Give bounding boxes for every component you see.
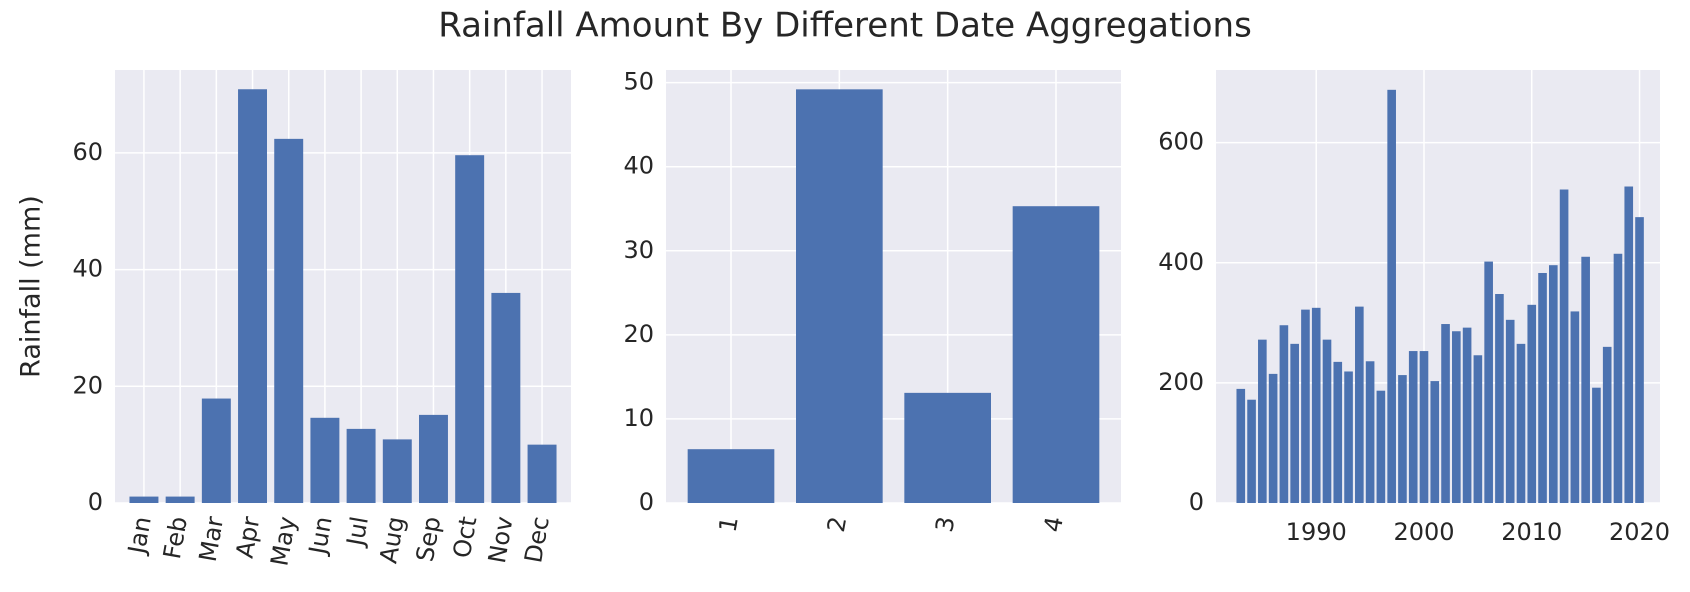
bar [1387, 89, 1396, 504]
bar [1484, 261, 1493, 503]
x-tick-label: 1990 [1286, 518, 1347, 546]
bar [1559, 189, 1569, 503]
bar [1365, 361, 1375, 503]
bar [1236, 388, 1246, 503]
bar [1430, 381, 1440, 503]
bar [1549, 265, 1558, 503]
bar [1012, 206, 1100, 504]
x-tick-label: Mar [194, 514, 229, 564]
x-tick-label: Jun [303, 514, 337, 558]
x-tick-label: Oct [448, 514, 483, 560]
y-tick-label: 20 [72, 371, 103, 399]
x-tick-label: 1 [714, 514, 744, 534]
bar [1592, 387, 1601, 503]
y-tick-label: 200 [1158, 368, 1204, 396]
bar [1322, 339, 1332, 503]
bar [1527, 304, 1537, 503]
bar [1441, 324, 1450, 503]
y-tick-label: 10 [623, 404, 654, 432]
subplot: 0 20 40 60 Jan Feb Mar Apr May Jun Jul Aug Sep Oct Nov… [16, 70, 571, 568]
bar [1635, 217, 1644, 503]
bar [796, 89, 883, 504]
bar [527, 444, 557, 503]
bar [1452, 331, 1461, 503]
bar [1602, 346, 1612, 503]
x-tick-label: Jan [122, 514, 156, 557]
bar [1419, 351, 1429, 503]
bar [1624, 186, 1634, 503]
y-tick-label: 600 [1158, 128, 1204, 156]
bar [1258, 339, 1267, 503]
bar [1495, 294, 1504, 503]
figure-title: Rainfall Amount By Different Date Aggreg… [438, 6, 1252, 46]
bar [1613, 253, 1623, 503]
x-tick-label: 2 [822, 514, 852, 534]
y-tick-label: 0 [639, 488, 654, 516]
bar [1462, 327, 1472, 503]
y-tick-label: 40 [623, 152, 654, 180]
x-tick-label: Sep [411, 514, 446, 563]
y-tick-label: 20 [623, 320, 654, 348]
bar [1516, 343, 1526, 503]
bar [1376, 390, 1386, 503]
bar [1581, 256, 1590, 503]
bar [455, 155, 485, 503]
x-tick-label: 2000 [1393, 518, 1454, 546]
bar [1247, 399, 1256, 503]
x-tick-label: 2010 [1501, 518, 1562, 546]
bar [687, 449, 775, 503]
bar [1473, 355, 1483, 503]
bar [1505, 319, 1515, 503]
bar [491, 292, 521, 503]
bar [1333, 361, 1343, 503]
bar [1279, 325, 1289, 503]
bar [904, 392, 991, 503]
bar [201, 398, 231, 503]
x-tick-label: 2020 [1609, 518, 1670, 546]
x-tick-label: Jul [341, 514, 374, 549]
bar [1570, 311, 1580, 503]
bar [1301, 309, 1310, 503]
bar [1398, 375, 1407, 503]
y-tick-label: 400 [1158, 248, 1204, 276]
bar [1538, 272, 1547, 503]
x-tick-label: Apr [231, 514, 266, 560]
bar [1311, 307, 1321, 503]
x-tick-label: Dec [519, 514, 555, 565]
bar [238, 89, 267, 503]
bar [310, 417, 340, 503]
bar [1355, 306, 1364, 503]
bar [274, 138, 304, 503]
x-tick-label: 4 [1039, 514, 1069, 534]
bar [1268, 373, 1278, 503]
y-axis-label: Rainfall (mm) [16, 195, 47, 378]
bar [129, 496, 159, 503]
subplot: 0 200 400 600 1990 2000 2010 2020 [1158, 70, 1670, 546]
bar [1344, 371, 1353, 503]
y-tick-label: 60 [72, 138, 103, 166]
x-tick-label: Nov [483, 514, 519, 565]
bar [382, 439, 412, 503]
x-tick-label: Feb [158, 514, 193, 561]
y-tick-label: 30 [623, 236, 654, 264]
y-tick-label: 50 [623, 68, 654, 96]
bar [165, 496, 195, 503]
bar [346, 428, 376, 503]
y-tick-label: 0 [1189, 488, 1204, 516]
bar [419, 414, 448, 503]
y-tick-label: 40 [72, 255, 103, 283]
x-tick-label: Aug [374, 514, 410, 565]
bar [1408, 351, 1418, 503]
x-tick-label: 3 [930, 514, 960, 534]
x-tick-label: May [265, 514, 301, 568]
subplot: 0 10 20 30 40 50 1 2 3 4 [623, 68, 1121, 534]
y-tick-label: 0 [88, 488, 103, 516]
bar [1290, 343, 1299, 503]
